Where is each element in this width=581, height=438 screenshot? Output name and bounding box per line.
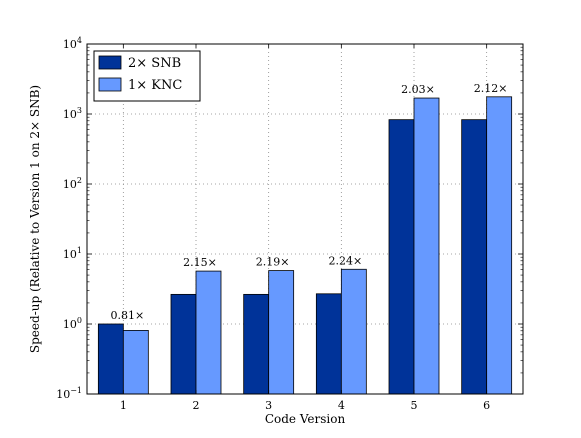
bar-series-1-cat-5 [413, 97, 440, 395]
bars [97, 96, 513, 395]
speedup-annotation: 2.19× [256, 256, 290, 269]
y-axis-label: Speed-up (Relative to Version 1 on 2× SN… [28, 85, 42, 353]
plot-frame [86, 43, 524, 395]
x-tick-labels: 1 2 3 4 5 6 [120, 399, 490, 412]
bar-series-1-cat-1 [122, 330, 149, 395]
bar-series-0-cat-1 [97, 323, 124, 395]
y-tick-label: 100 [63, 316, 82, 331]
speedup-annotation: 2.15× [183, 256, 217, 269]
x-tick-label: 2 [193, 399, 200, 412]
speedup-annotation: 2.24× [328, 254, 362, 267]
y-tick-label: 101 [63, 246, 82, 261]
bar-series-1-cat-4 [340, 268, 367, 395]
y-tick-label: 10−1 [56, 386, 82, 401]
y-tick-label: 102 [63, 176, 82, 191]
bar-series-1-cat-3 [268, 270, 295, 395]
bar-series-0-cat-3 [243, 293, 270, 395]
bar-series-0-cat-5 [388, 119, 415, 395]
x-tick-label: 3 [265, 399, 272, 412]
x-axis-label: Code Version [265, 412, 346, 426]
bar-series-0-cat-4 [315, 293, 342, 395]
y-tick-labels: 10−1 100 101 102 103 104 [56, 36, 82, 401]
speedup-annotation: 2.12× [474, 82, 508, 95]
legend-label-snb: 2× SNB [128, 56, 181, 71]
legend-swatch-snb [98, 55, 122, 70]
x-tick-label: 5 [411, 399, 418, 412]
bar-series-0-cat-2 [170, 293, 197, 395]
x-tick-label: 6 [483, 399, 490, 412]
y-tick-label: 104 [63, 36, 82, 51]
bar-series-0-cat-6 [461, 119, 488, 395]
speedup-annotation: 0.81× [110, 309, 144, 322]
speedup-annotation: 2.03× [401, 83, 435, 96]
axis-ticks [87, 43, 523, 395]
legend: 2× SNB 1× KNC [93, 50, 201, 102]
x-tick-label: 4 [338, 399, 345, 412]
legend-label-knc: 1× KNC [128, 78, 182, 93]
x-tick-label: 1 [120, 399, 127, 412]
bar-series-1-cat-2 [195, 270, 222, 395]
bar-series-1-cat-6 [486, 96, 513, 395]
grid-lines [87, 44, 523, 394]
y-tick-label: 103 [63, 106, 82, 121]
speedup-annotations: 0.81× 2.15× 2.19× 2.24× 2.03× 2.12× [110, 82, 507, 322]
legend-swatch-knc [98, 77, 122, 92]
